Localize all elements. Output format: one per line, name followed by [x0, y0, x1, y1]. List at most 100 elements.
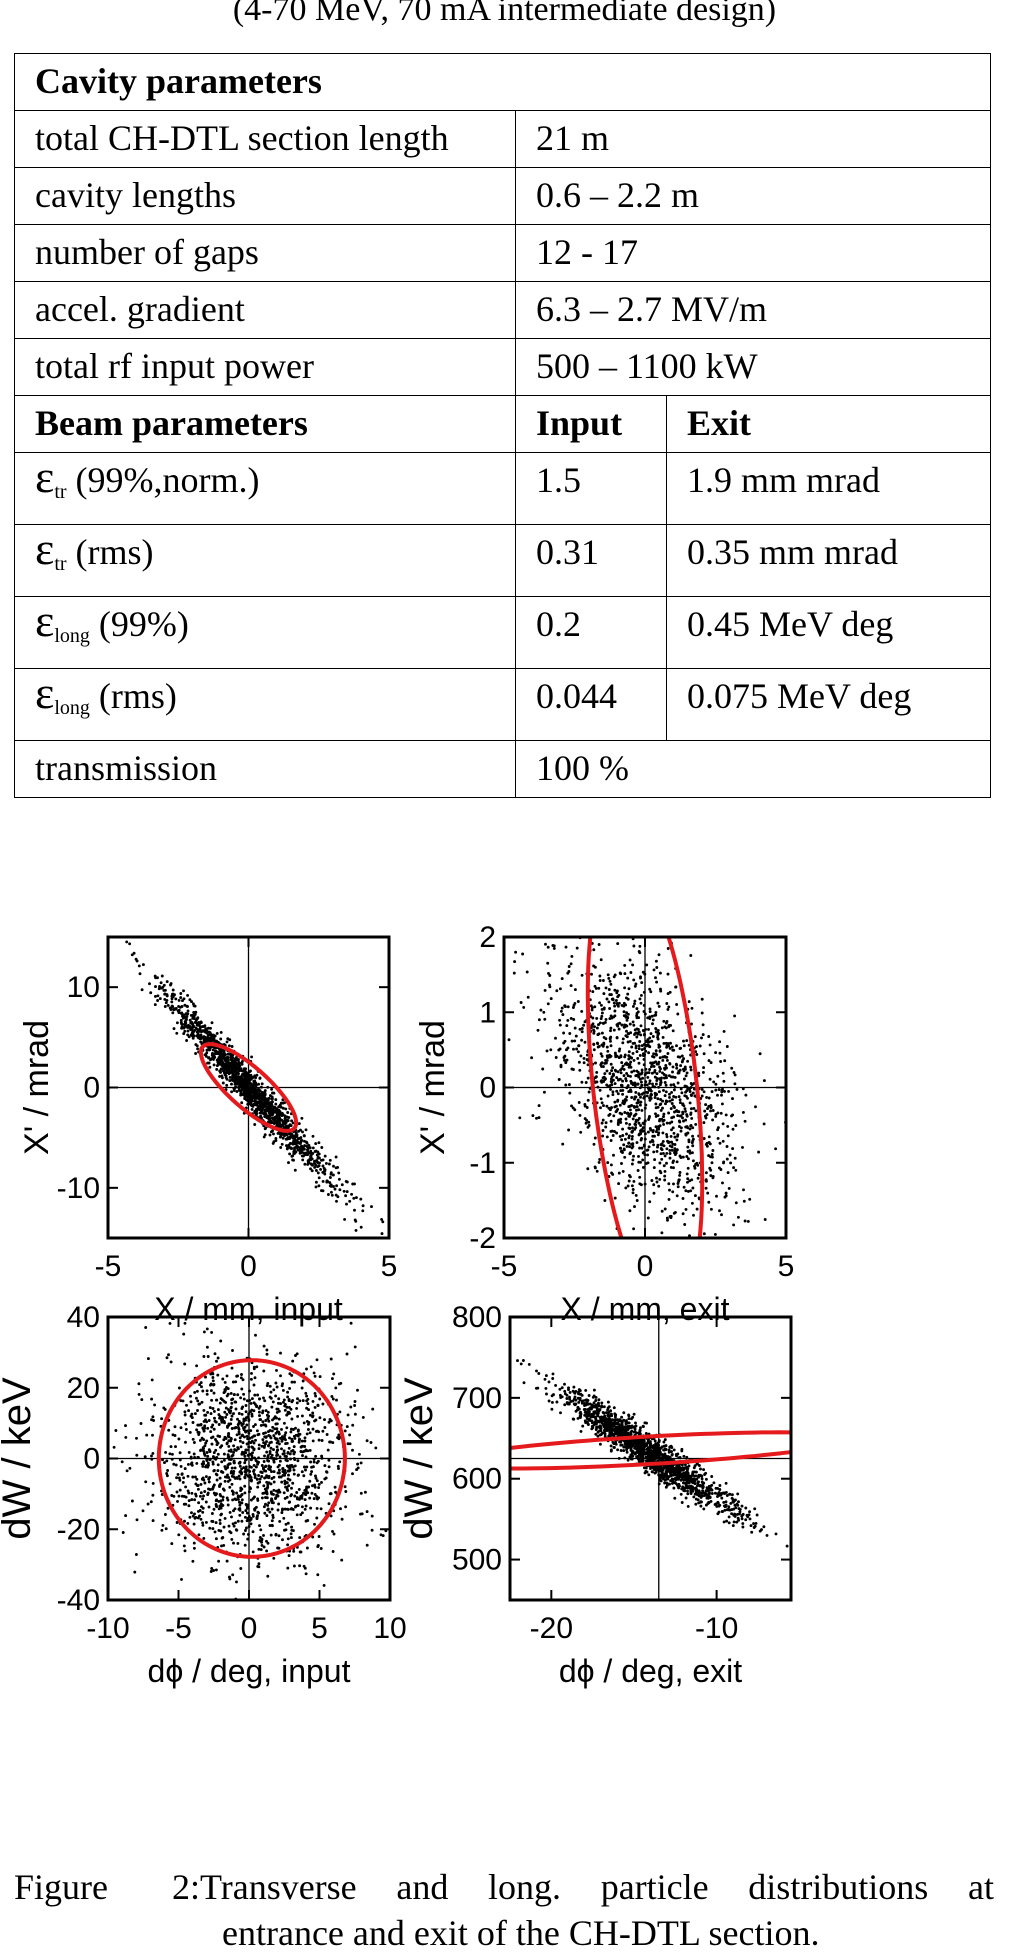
particle-point	[289, 1452, 292, 1455]
particle-point	[318, 1439, 321, 1442]
particle-point	[144, 1480, 147, 1483]
particle-point	[558, 1078, 561, 1081]
particle-point	[649, 1467, 652, 1470]
table-row: εtr (rms) 0.31 0.35 mm mrad	[15, 525, 991, 597]
particle-point	[668, 1096, 671, 1099]
particle-point	[622, 1037, 625, 1040]
particle-point	[381, 1232, 384, 1235]
particle-point	[265, 1440, 268, 1443]
particle-point	[353, 1209, 356, 1212]
particle-point	[639, 1033, 642, 1036]
particle-point	[320, 1189, 323, 1192]
particle-point	[657, 1185, 660, 1188]
param-value: 100 %	[516, 741, 991, 798]
particle-point	[674, 1096, 677, 1099]
particle-point	[181, 1495, 184, 1498]
particle-point	[317, 1171, 320, 1174]
table-row: transmission 100 %	[15, 741, 991, 798]
particle-point	[206, 1389, 209, 1392]
particle-point	[632, 1117, 635, 1120]
particle-point	[279, 1352, 282, 1355]
particle-point	[304, 1498, 307, 1501]
particle-point	[228, 1449, 231, 1452]
particle-point	[574, 988, 577, 991]
particle-point	[278, 1469, 281, 1472]
particle-point	[677, 1082, 680, 1085]
particle-point	[166, 1356, 169, 1359]
particle-point	[272, 1489, 275, 1492]
particle-point	[736, 1088, 739, 1091]
particle-point	[654, 1027, 657, 1030]
particle-point	[136, 1518, 139, 1521]
particle-point	[553, 947, 556, 950]
particle-point	[230, 1398, 233, 1401]
param-label: total CH-DTL section length	[15, 111, 516, 168]
particle-point	[194, 1476, 197, 1479]
particle-point	[312, 1414, 315, 1417]
particle-point	[256, 1394, 259, 1397]
particle-point	[633, 1413, 636, 1416]
particle-point	[236, 1076, 239, 1079]
particle-point	[331, 1194, 334, 1197]
particle-point	[232, 1451, 235, 1454]
particle-point	[154, 985, 157, 988]
particle-point	[233, 1448, 236, 1451]
particle-point	[210, 1567, 213, 1570]
particle-point	[190, 1511, 193, 1514]
particle-point	[261, 1099, 264, 1102]
particle-point	[235, 1580, 238, 1583]
particle-point	[228, 1044, 231, 1047]
particle-point	[656, 1036, 659, 1039]
input-value: 0.31	[516, 525, 667, 597]
particle-point	[638, 1133, 641, 1136]
particle-point	[675, 1067, 678, 1070]
particle-point	[281, 1384, 284, 1387]
particle-point	[220, 1513, 223, 1516]
particle-point	[261, 1420, 264, 1423]
particle-point	[276, 1386, 279, 1389]
particle-point	[656, 1072, 659, 1075]
particle-point	[293, 1495, 296, 1498]
param-label: total rf input power	[15, 339, 516, 396]
particle-point	[124, 1424, 127, 1427]
particle-point	[309, 1461, 312, 1464]
particle-point	[294, 1464, 297, 1467]
particle-point	[264, 1127, 267, 1130]
particle-point	[252, 1425, 255, 1428]
particle-point	[150, 1454, 153, 1457]
particle-point	[627, 1115, 630, 1118]
particle-point	[286, 1496, 289, 1499]
particle-point	[669, 1100, 672, 1103]
particle-point	[634, 1126, 637, 1129]
particle-point	[257, 1461, 260, 1464]
particle-point	[266, 1353, 269, 1356]
particle-point	[621, 1041, 624, 1044]
particle-point	[530, 1056, 533, 1059]
particle-point	[338, 1460, 341, 1463]
particle-point	[686, 1115, 689, 1118]
particle-point	[602, 1104, 605, 1107]
particle-point	[609, 1130, 612, 1133]
particle-point	[186, 1033, 189, 1036]
particle-point	[595, 1017, 598, 1020]
particle-point	[593, 1048, 596, 1051]
particle-point	[262, 1484, 265, 1487]
particle-point	[301, 1387, 304, 1390]
y-tick-label: 2	[479, 921, 496, 954]
particle-point	[209, 1384, 212, 1387]
particle-point	[217, 1453, 220, 1456]
particle-point	[629, 1151, 632, 1154]
particle-point	[184, 1441, 187, 1444]
particle-point	[636, 1012, 639, 1015]
particle-point	[636, 1105, 639, 1108]
particle-point	[658, 1090, 661, 1093]
particle-point	[634, 985, 637, 988]
x-tick-label: 5	[778, 1250, 795, 1283]
particle-point	[236, 1393, 239, 1396]
particle-point	[703, 1052, 706, 1055]
particle-point	[288, 1387, 291, 1390]
particle-point	[218, 1070, 221, 1073]
particle-point	[193, 1015, 196, 1018]
particle-point	[252, 1080, 255, 1083]
particle-point	[135, 1454, 138, 1457]
